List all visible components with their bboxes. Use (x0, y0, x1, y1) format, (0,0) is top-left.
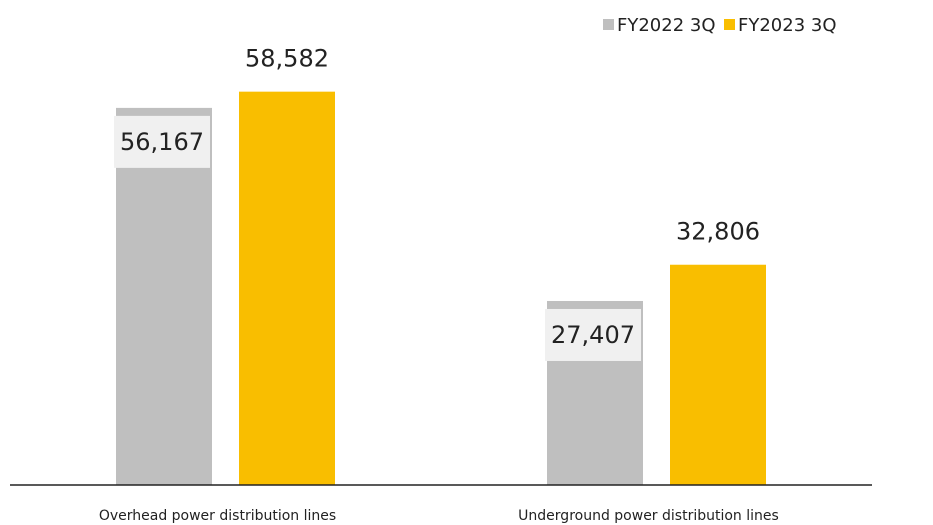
legend-swatch (603, 19, 614, 30)
legend-swatch (724, 19, 735, 30)
data-label: 56,167 (120, 128, 204, 156)
data-label: 32,806 (676, 218, 760, 246)
bar (116, 107, 212, 485)
data-label: 27,407 (551, 321, 635, 349)
x-tick-label: Overhead power distribution lines (99, 508, 336, 524)
x-tick-label: Underground power distribution lines (518, 508, 779, 524)
data-label: 58,582 (245, 45, 329, 73)
bar (670, 264, 766, 485)
label-box (114, 115, 210, 168)
legend-label: FY2022 3Q (617, 15, 716, 36)
label-box (545, 308, 641, 361)
legend-label: FY2023 3Q (738, 15, 837, 36)
bar (239, 91, 335, 486)
